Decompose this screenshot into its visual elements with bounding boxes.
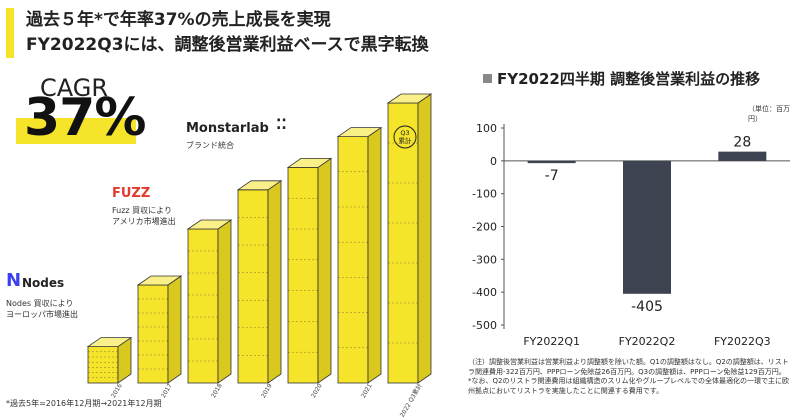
- growth-bar-top: [236, 180, 283, 191]
- title-accent-bar: [6, 8, 14, 58]
- title-line-1: 過去５年*で年率37%の売上成長を実現: [26, 10, 331, 30]
- y-tick-label: -100: [472, 188, 497, 201]
- growth-bar-top: [86, 337, 133, 348]
- data-label: -405: [631, 299, 663, 315]
- q3-badge: [393, 125, 417, 149]
- data-label: -7: [545, 168, 559, 184]
- category-label: FY2022Q1: [523, 335, 580, 348]
- y-tick-label: 0: [490, 155, 497, 168]
- profit-bar: [623, 160, 671, 294]
- fuzz-note-line-2: アメリカ市場進出: [112, 217, 176, 226]
- growth-bar: [136, 275, 183, 384]
- growth-bar-top: [336, 127, 383, 138]
- y-tick-label: -500: [472, 319, 497, 332]
- growth-bar-top: [386, 93, 433, 104]
- nodes-note-line-2: ヨーロッパ市場進出: [6, 310, 78, 319]
- y-tick-label: -300: [472, 253, 497, 266]
- growth-bar: [236, 180, 283, 384]
- growth-bar: [336, 126, 383, 384]
- profit-bar: [527, 160, 576, 164]
- monstarlab-note: ブランド統合: [186, 141, 234, 150]
- chart-title: FY2022四半期 調整後営業利益の推移: [497, 70, 761, 88]
- fuzz-logo-text: FUZZ: [112, 186, 151, 201]
- page-title: 過去５年*で年率37%の売上成長を実現 FY2022Q3には、調整後営業利益ベー…: [26, 8, 429, 58]
- category-label: FY2022Q2: [619, 335, 676, 348]
- growth-bar-front: [287, 166, 319, 384]
- growth-bar-front: [387, 102, 419, 384]
- monstarlab-mark-icon: ⁚⁚: [276, 117, 287, 133]
- q3-badge-text: 累計: [399, 136, 413, 145]
- q3-badge-text: Q3: [400, 129, 409, 137]
- monstarlab-logo-text: Monstarlab: [186, 121, 269, 136]
- y-tick-label: 100: [476, 122, 497, 135]
- category-label: FY2022Q3: [714, 335, 771, 348]
- growth-bar-top: [136, 275, 183, 286]
- growth-bar-top: [286, 157, 333, 168]
- profit-bar: [718, 151, 767, 161]
- nodes-note: Nodes 買収により ヨーロッパ市場進出: [6, 298, 78, 320]
- growth-bar-front: [237, 189, 269, 384]
- cagr-value: 37%: [24, 88, 146, 148]
- data-label: 28: [733, 135, 751, 151]
- fuzz-note: Fuzz 買収により アメリカ市場進出: [112, 205, 176, 227]
- section-marker: [483, 74, 492, 83]
- y-tick-label: -400: [472, 286, 497, 299]
- growth-bar-top: [186, 219, 233, 230]
- title-line-2: FY2022Q3には、調整後営業利益ベースで黒字転換: [26, 35, 429, 55]
- growth-bar-front: [337, 136, 369, 384]
- nodes-logo-text: Nodes: [22, 276, 65, 290]
- growth-bar: [186, 219, 233, 384]
- fuzz-note-line-1: Fuzz 買収により: [112, 206, 173, 215]
- cagr-highlight: [16, 118, 136, 144]
- growth-footnote: *過去5年=2016年12月期→2021年12月期: [6, 399, 162, 408]
- cagr-label: CAGR: [40, 74, 109, 102]
- chart-note: （注）調整後営業利益は営業利益より調整額を除いた額。Q1の調整額はなし。Q2の調…: [468, 358, 790, 395]
- y-tick-label: -200: [472, 221, 497, 234]
- growth-bar-front: [137, 284, 169, 384]
- nodes-note-line-1: Nodes 買収により: [6, 299, 74, 308]
- growth-bar: [286, 157, 333, 384]
- growth-bar: [386, 93, 433, 384]
- growth-bar: [86, 336, 133, 384]
- nodes-logo-icon: N: [6, 270, 22, 291]
- unit-label: （単位：百万円）: [748, 105, 790, 123]
